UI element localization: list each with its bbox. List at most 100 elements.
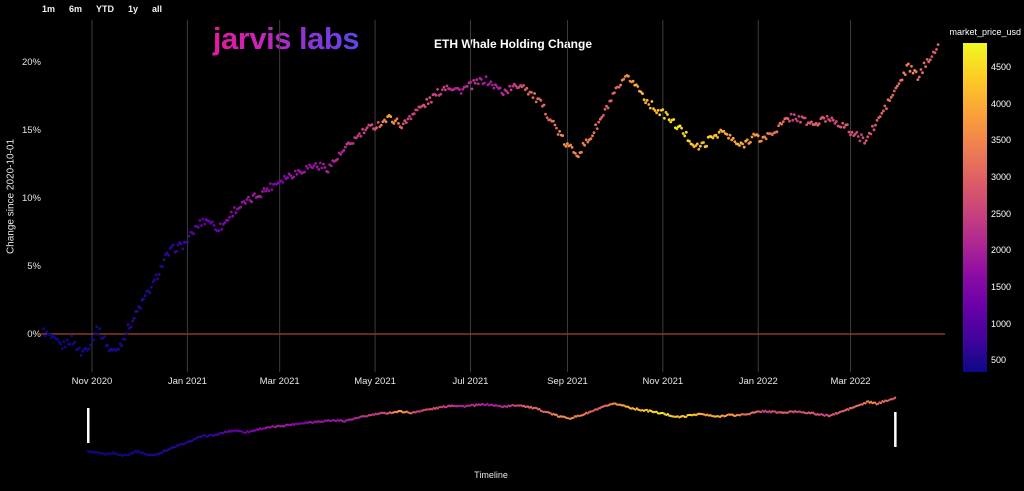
range-button-1m[interactable]: 1m	[42, 4, 56, 14]
timeline-handle-left[interactable]	[87, 408, 90, 443]
scatter-point	[318, 161, 322, 165]
scatter-point	[581, 141, 585, 145]
scatter-point	[458, 88, 461, 91]
scatter-point	[656, 108, 660, 112]
x-tick-label: Mar 2021	[260, 376, 300, 387]
scatter-point	[691, 143, 694, 147]
timeline-point	[137, 449, 140, 453]
scatter-point	[465, 84, 469, 88]
scatter-point	[251, 194, 255, 197]
scatter-point	[749, 140, 752, 144]
scatter-point	[384, 120, 388, 124]
timeline-handle-right[interactable]	[894, 412, 897, 447]
scatter-point	[789, 112, 793, 116]
scatter-point	[232, 206, 236, 209]
scatter-point	[600, 115, 604, 119]
scatter-point	[415, 108, 419, 112]
scatter-point	[645, 98, 649, 102]
jarvis-labs-logo: jarvis labs	[188, 21, 384, 57]
scatter-point	[59, 342, 63, 346]
scatter-point	[775, 130, 779, 134]
y-tick-label: 10%	[22, 193, 42, 204]
scatter-point	[760, 139, 763, 143]
scatter-point	[242, 200, 246, 203]
scatter-point	[239, 205, 243, 209]
scatter-point	[96, 333, 100, 336]
range-button-all[interactable]: all	[152, 4, 163, 14]
scatter-point	[434, 93, 438, 97]
scatter-point	[564, 144, 568, 148]
scatter-point	[292, 175, 296, 179]
scatter-point	[545, 116, 549, 119]
scatter-point	[68, 342, 72, 346]
scatter-point	[727, 136, 730, 140]
scatter-point	[814, 121, 818, 125]
scatter-point	[445, 84, 449, 88]
range-button-1y[interactable]: 1y	[128, 4, 139, 14]
chart-title: ETH Whale Holding Change	[434, 37, 592, 51]
range-button-6m[interactable]: 6m	[69, 4, 83, 14]
scatter-point	[681, 132, 685, 135]
scatter-point	[157, 273, 161, 276]
scatter-point	[924, 65, 927, 68]
scatter-point	[875, 118, 879, 122]
scatter-point	[56, 337, 59, 341]
scatter-point	[315, 165, 319, 169]
scatter-point	[791, 118, 795, 122]
scatter-point	[810, 120, 813, 124]
scatter-point	[661, 108, 665, 111]
x-tick-label: Jan 2022	[739, 376, 778, 387]
scatter-point	[379, 123, 383, 127]
scatter-point	[43, 334, 47, 338]
scatter-point	[98, 327, 102, 331]
scatter-point	[245, 198, 249, 201]
scatter-point	[200, 224, 203, 227]
scatter-point	[678, 124, 682, 128]
scatter-point	[461, 87, 465, 91]
scatter-point	[476, 82, 480, 86]
scatter-point	[742, 145, 746, 149]
timeline-point	[473, 404, 476, 408]
scatter-point	[359, 134, 363, 138]
colorbar-tick-label: 1000	[991, 318, 1012, 329]
timeline-point	[290, 424, 293, 427]
scatter-point	[882, 109, 885, 113]
scatter-point	[383, 118, 386, 122]
scatter-point	[362, 131, 366, 135]
scatter-point	[846, 123, 849, 126]
scatter-point	[444, 88, 447, 92]
scatter-point	[286, 176, 289, 180]
scatter-point	[400, 126, 404, 130]
timeline-point	[141, 451, 145, 454]
scatter-point	[295, 172, 299, 176]
y-tick-label: 15%	[22, 125, 42, 136]
scatter-point	[841, 121, 845, 125]
scatter-point	[917, 75, 921, 79]
scatter-point	[73, 340, 77, 344]
timeline-point	[583, 413, 586, 416]
scatter-point	[688, 139, 691, 143]
scatter-point	[539, 99, 543, 102]
timeline-point	[655, 410, 658, 413]
scatter-point	[619, 83, 622, 87]
timeline-point	[833, 413, 836, 416]
scatter-point	[666, 113, 669, 116]
range-button-ytd[interactable]: YTD	[96, 4, 115, 14]
scatter-point	[856, 135, 860, 138]
scatter-point	[644, 101, 647, 105]
scatter-point	[642, 98, 646, 102]
scatter-point	[508, 84, 511, 88]
scatter-point	[78, 346, 81, 350]
scatter-point	[265, 187, 269, 191]
scatter-point	[60, 347, 64, 350]
scatter-point	[491, 83, 494, 87]
scatter-point	[605, 104, 608, 108]
scatter-point	[606, 106, 610, 110]
timeline-point	[436, 407, 440, 410]
scatter-point	[304, 164, 308, 168]
scatter-point	[935, 48, 938, 51]
scatter-point	[780, 122, 784, 126]
scatter-point	[824, 120, 827, 123]
scatter-point	[675, 127, 679, 131]
